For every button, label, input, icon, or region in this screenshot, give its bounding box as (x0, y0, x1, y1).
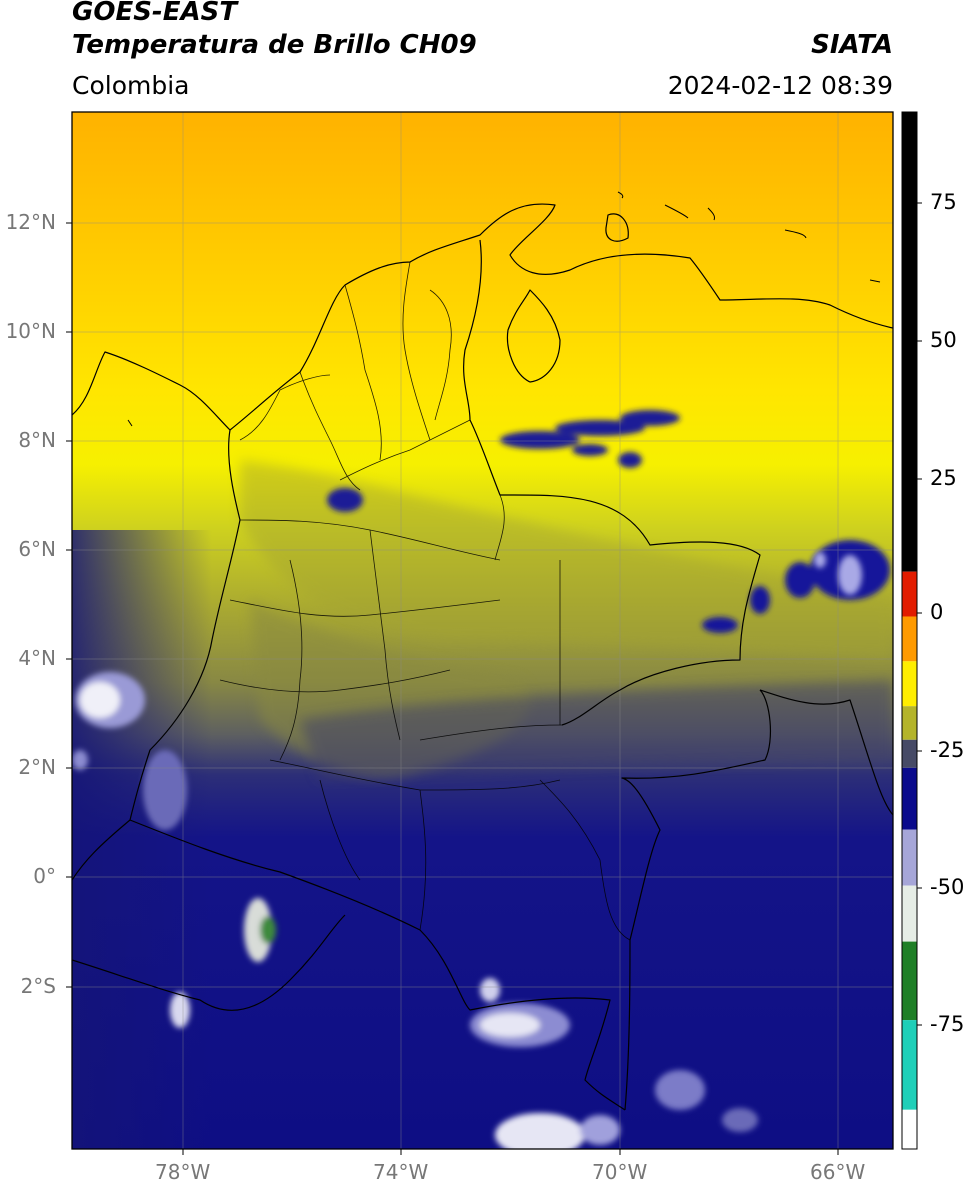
colorbar-segment (902, 767, 917, 830)
colorbar-tick-label: -50 (930, 875, 965, 899)
convection-amazon (470, 978, 758, 1149)
lon-label: 78°W (155, 1160, 211, 1184)
colorbar-tick-label: -25 (930, 738, 965, 762)
lat-label: 4°N (18, 646, 56, 670)
colorbar-segment (902, 616, 917, 662)
colorbar-segment (902, 829, 917, 886)
lat-label: 0° (33, 864, 56, 888)
lon-label: 74°W (373, 1160, 429, 1184)
colorbar-segment (902, 571, 917, 617)
colorbar-segment (902, 941, 917, 1021)
department-boundaries (219, 261, 631, 941)
colorbar-tick-label: 75 (930, 190, 957, 214)
brightness-temperature-field (72, 112, 893, 1149)
colorbar-ticks (917, 202, 922, 1026)
coastlines-borders (72, 203, 893, 1111)
colorbar-segment (902, 661, 917, 707)
lat-label: 8°N (18, 428, 56, 452)
lat-label: 2°N (18, 755, 56, 779)
region-label: Colombia (72, 71, 190, 100)
agency-label: SIATA (811, 30, 893, 60)
convection-pacific (72, 672, 276, 1028)
graticule (72, 112, 893, 1149)
lat-label: 12°N (5, 210, 56, 234)
caribbean-islands (127, 191, 881, 427)
colorbar-tick-label: 0 (930, 600, 944, 624)
lat-label: 2°S (20, 974, 56, 998)
product-title: Temperatura de Brillo CH09 (72, 30, 477, 60)
map-frame (71, 111, 894, 1150)
cloud-band-caribbean (327, 410, 680, 512)
axis-ticks (66, 222, 839, 1155)
satellite-title: GOES-EAST (72, 0, 238, 27)
colorbar-segment (902, 706, 917, 740)
colorbar-frame (901, 111, 918, 1150)
colorbar-tick-label: 25 (930, 466, 957, 490)
lon-label: 70°W (592, 1160, 648, 1184)
lon-label: 66°W (810, 1160, 866, 1184)
colorbar-tick-label: -75 (930, 1012, 965, 1036)
colorbar-segment (902, 1109, 917, 1149)
colorbar-segment (902, 1020, 917, 1110)
colorbar (902, 112, 917, 1149)
colorbar-tick-label: 50 (930, 328, 957, 352)
colorbar-segment (902, 739, 917, 768)
lat-label: 10°N (5, 319, 56, 343)
lat-label: 6°N (18, 537, 56, 561)
colorbar-segment (902, 885, 917, 942)
colorbar-segment (902, 112, 917, 572)
datetime-label: 2024-02-12 08:39 (667, 71, 893, 100)
